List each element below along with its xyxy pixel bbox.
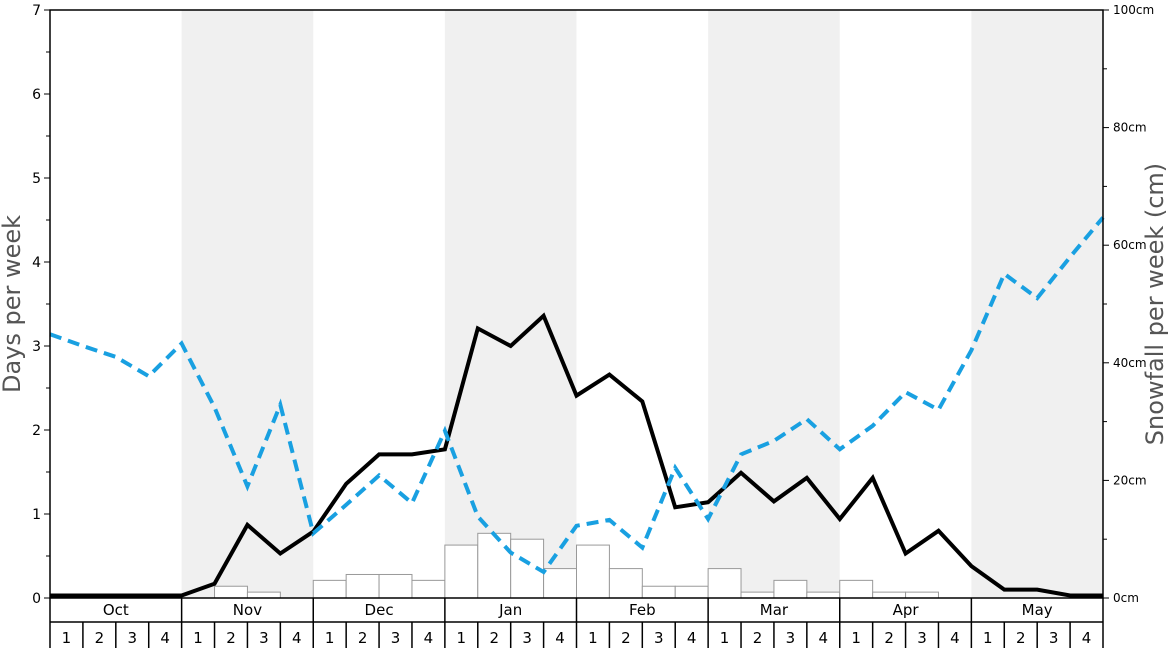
bar-week-17 (576, 544, 610, 599)
week-label-2: 2 (621, 629, 631, 647)
week-label-4: 4 (687, 629, 697, 647)
week-label-3: 3 (786, 629, 796, 647)
week-label-3: 3 (1049, 629, 1059, 647)
right-tick-label: 60cm (1113, 238, 1147, 252)
bar-week-25 (839, 579, 874, 599)
bar-week-6 (214, 585, 248, 599)
week-label-1: 1 (983, 629, 993, 647)
week-label-1: 1 (193, 629, 203, 647)
left-tick-label: 2 (32, 423, 41, 439)
week-label-3: 3 (654, 629, 664, 647)
month-label-apr: Apr (893, 601, 920, 619)
month-shade-mar (708, 10, 840, 598)
month-shade-jan (444, 10, 577, 598)
bar-week-13 (444, 544, 479, 599)
bar-week-22 (740, 591, 775, 599)
left-tick-label: 1 (32, 507, 41, 523)
week-label-1: 1 (457, 629, 467, 647)
right-axis: 0cm 20cm 40cm 60cm 80cm 100cm (1103, 3, 1154, 605)
bar-week-24 (806, 591, 841, 599)
month-shading (181, 10, 1103, 598)
week-label-1: 1 (325, 629, 335, 647)
bar-week-7 (246, 591, 281, 599)
right-tick-label: 20cm (1113, 473, 1147, 487)
bar-week-10 (345, 573, 380, 599)
left-tick-label: 7 (32, 3, 41, 19)
right-tick-label: 80cm (1113, 121, 1147, 135)
left-tick-label: 5 (32, 171, 41, 187)
month-label-nov: Nov (233, 601, 262, 619)
week-label-4: 4 (950, 629, 960, 647)
bar-week-11 (378, 573, 413, 599)
right-axis-title: Snowfall per week (cm) (1141, 163, 1168, 445)
week-label-2: 2 (95, 629, 105, 647)
bar-week-16 (543, 568, 577, 599)
week-label-2: 2 (358, 629, 368, 647)
line-series (49, 216, 1105, 598)
month-label-mar: Mar (760, 601, 789, 619)
month-shade-nov (181, 10, 314, 598)
week-label-3: 3 (522, 629, 532, 647)
week-label-1: 1 (588, 629, 598, 647)
week-row: 1 2 3 4 1 2 3 4 1 2 3 4 1 2 3 4 1 2 3 4 1 2 3 4 1 2 3 4 1 2 3 4 (49, 622, 1104, 648)
week-label-2: 2 (884, 629, 894, 647)
right-tick-label: 100cm (1113, 3, 1154, 17)
week-label-3: 3 (259, 629, 269, 647)
week-label-4: 4 (555, 629, 565, 647)
left-axis: 0 1 2 3 4 5 6 7 (32, 3, 50, 607)
bar-week-20 (674, 585, 709, 599)
solid-line-series (50, 312, 1103, 598)
month-row: Oct Nov Dec Jan Feb Mar Apr May (49, 598, 1104, 623)
week-label-4: 4 (292, 629, 302, 647)
month-label-jan: Jan (498, 601, 522, 619)
week-label-2: 2 (489, 629, 499, 647)
week-label-4: 4 (424, 629, 434, 647)
week-label-4: 4 (819, 629, 829, 647)
month-label-feb: Feb (629, 601, 656, 619)
month-label-may: May (1022, 601, 1053, 619)
bar-week-27 (905, 591, 939, 599)
left-axis-title: Days per week (0, 215, 26, 393)
bar-series (214, 532, 939, 599)
week-label-3: 3 (127, 629, 137, 647)
week-label-2: 2 (753, 629, 763, 647)
bar-week-14 (477, 532, 512, 599)
bar-week-9 (312, 579, 347, 599)
bar-week-23 (773, 579, 808, 599)
week-label-3: 3 (917, 629, 927, 647)
left-tick-label: 4 (32, 255, 41, 271)
week-label-1: 1 (720, 629, 730, 647)
week-label-1: 1 (62, 629, 72, 647)
bar-week-21 (707, 568, 742, 599)
month-label-oct: Oct (103, 601, 129, 619)
bar-week-26 (872, 591, 907, 599)
dashed-line-series (49, 216, 1105, 575)
bar-week-12 (411, 579, 446, 599)
month-label-dec: Dec (365, 601, 394, 619)
week-label-2: 2 (226, 629, 236, 647)
left-tick-label: 0 (32, 591, 41, 607)
bar-week-18 (608, 568, 643, 599)
left-tick-label: 3 (32, 339, 41, 355)
left-tick-label: 6 (32, 87, 41, 103)
right-tick-label: 40cm (1113, 356, 1147, 370)
week-label-3: 3 (391, 629, 401, 647)
week-label-4: 4 (1082, 629, 1092, 647)
right-tick-label: 0cm (1113, 591, 1139, 605)
week-label-2: 2 (1016, 629, 1026, 647)
week-label-1: 1 (851, 629, 861, 647)
week-label-4: 4 (160, 629, 170, 647)
bar-week-19 (641, 585, 676, 599)
